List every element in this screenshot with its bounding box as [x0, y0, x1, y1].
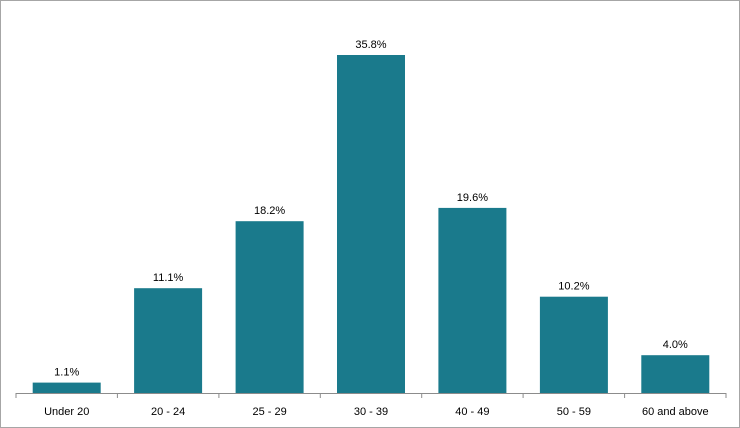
data-label-4: 19.6%: [457, 192, 488, 204]
x-tick-label-4: 40 - 49: [455, 406, 489, 418]
bar-4: [438, 207, 507, 393]
bar-6: [641, 355, 710, 393]
data-label-6: 4.0%: [663, 339, 688, 351]
bar-2: [235, 221, 304, 393]
bar-group: [32, 55, 710, 393]
x-tick-label-group: Under 20 20 - 24 25 - 29 30 - 39 40 - 49 50 -…: [44, 406, 709, 418]
data-label-1: 11.1%: [153, 272, 184, 284]
data-label-2: 18.2%: [254, 205, 285, 217]
x-tick-label-1: 20 - 24: [151, 406, 185, 418]
x-tick-label-6: 60 and above: [642, 406, 709, 418]
bar-3: [337, 55, 405, 393]
x-tick-label-5: 50 - 59: [557, 406, 591, 418]
data-label-3: 35.8%: [355, 39, 386, 51]
x-axis: [15, 393, 727, 398]
x-tick-label-3: 30 - 39: [354, 406, 388, 418]
data-label-0: 1.1%: [54, 367, 79, 379]
x-tick-label-2: 25 - 29: [252, 406, 286, 418]
data-label-5: 10.2%: [558, 281, 589, 293]
bar-1: [134, 288, 203, 393]
bar-0: [32, 382, 101, 393]
bar-5: [539, 296, 608, 393]
x-tick-label-0: Under 20: [44, 406, 89, 418]
data-label-group: 1.1% 11.1% 18.2% 35.8% 19.6% 10.2% 4.0%: [54, 39, 688, 379]
